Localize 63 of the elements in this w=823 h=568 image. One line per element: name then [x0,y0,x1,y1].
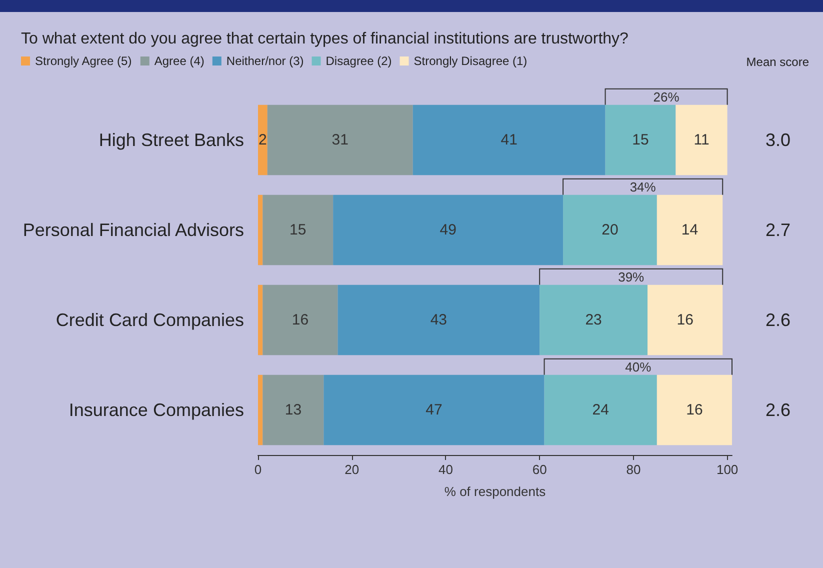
bar [262,194,334,266]
text: 2.6 [765,400,791,420]
bar [656,194,723,266]
bar [333,194,564,266]
chart-title: To what extent do you agree that certain types of financial institutions are trustworthy? [21,30,629,48]
legend-label: Neither/nor (3) [226,54,304,68]
data-label: 16 [676,312,694,328]
data-label: 47 [426,402,442,418]
data-label: 13 [284,402,302,418]
annotation: 40% [625,359,652,374]
x-tick-label: 80 [626,462,641,477]
bar [563,194,657,266]
annotation: 34% [630,179,656,194]
x-tick-label: 100 [716,462,738,477]
data-label: 2 [258,132,267,148]
legend-label: Agree (4) [154,54,204,68]
y-tick-label: Insurance Companies [68,400,244,420]
legend-label: Strongly Disagree (1) [414,54,528,68]
annotation: 39% [618,269,645,284]
bar [412,104,606,176]
x-tick-label: 20 [344,462,360,477]
text: 2.6 [765,310,791,330]
text: 3.0 [765,130,791,150]
data-label: 15 [632,132,649,148]
data-label: 20 [602,222,618,238]
y-tick-label: High Street Banks [98,130,244,150]
data-label: 43 [430,312,448,328]
bar [656,374,732,446]
y-tick-label: Credit Card Companies [56,310,244,330]
bar [544,374,657,446]
data-label: 31 [332,132,348,148]
data-label: 14 [681,222,698,238]
bar [605,104,676,176]
bar [262,284,338,356]
data-label: 16 [686,402,703,418]
x-tick-label: 0 [254,462,262,477]
data-label: 24 [592,402,609,418]
bar [540,284,648,356]
bar [338,284,540,356]
bar [324,374,544,446]
data-label: 23 [585,312,602,328]
x-tick-label: 60 [532,462,547,477]
annotation: 26% [653,89,680,104]
legend-label: Disagree (2) [326,54,392,68]
text: Mean score [746,55,810,69]
data-label: 41 [500,132,518,148]
bar [262,374,324,446]
bar [648,284,723,356]
bar [258,104,268,176]
y-tick-label: Personal Financial Advisors [22,220,244,240]
data-label: 15 [290,222,306,238]
text: 2.7 [765,220,791,240]
bar [676,104,728,176]
bar [258,284,263,356]
bar [267,104,413,176]
data-label: 16 [292,312,309,328]
legend-label: Strongly Agree (5) [35,54,132,68]
data-label: 11 [694,132,710,148]
data-label: 49 [440,222,456,238]
bar [258,374,263,446]
x-axis-title: % of respondents [444,484,546,499]
x-tick-label: 40 [438,462,453,477]
bar [258,194,263,266]
